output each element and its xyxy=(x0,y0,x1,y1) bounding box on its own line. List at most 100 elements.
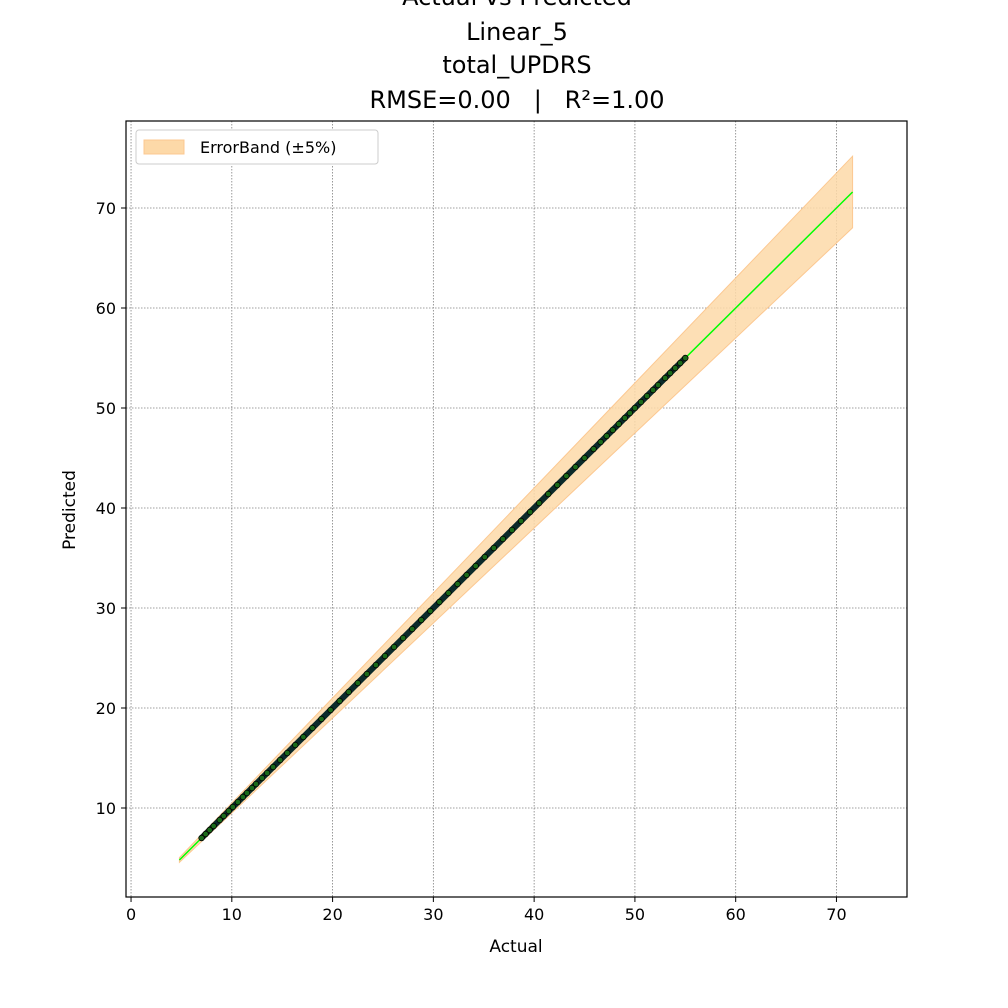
data-point xyxy=(225,807,232,815)
data-point xyxy=(318,715,325,723)
data-point xyxy=(661,374,669,382)
y-axis-label: Predicted xyxy=(60,470,80,550)
data-point xyxy=(276,756,284,764)
data-point xyxy=(408,625,416,633)
data-point xyxy=(269,763,277,771)
data-point xyxy=(258,774,266,782)
data-point xyxy=(535,499,543,507)
data-point xyxy=(481,553,488,561)
data-point xyxy=(572,463,579,471)
data-point xyxy=(666,369,674,377)
data-point xyxy=(372,661,380,669)
legend-swatch-error-band xyxy=(143,139,185,155)
data-point xyxy=(229,803,237,811)
data-point xyxy=(554,481,561,489)
data-point xyxy=(284,749,291,757)
data-point xyxy=(418,616,425,624)
x-tick-label: 70 xyxy=(826,905,846,924)
plot-frame xyxy=(125,120,908,898)
data-point xyxy=(490,544,498,552)
data-point xyxy=(327,706,334,714)
data-point xyxy=(581,454,588,462)
data-point xyxy=(621,414,629,422)
data-point xyxy=(390,643,398,651)
data-point xyxy=(239,793,247,801)
data-point xyxy=(609,426,616,434)
data-point xyxy=(597,438,604,446)
legend-box xyxy=(135,129,379,165)
data-point xyxy=(654,381,662,389)
y-tick-label: 30 xyxy=(96,599,116,618)
y-tick-label: 10 xyxy=(96,799,116,818)
data-point xyxy=(499,535,507,543)
data-point xyxy=(682,354,689,362)
data-point xyxy=(637,398,645,406)
title-line-3: total_UPDRS xyxy=(442,51,591,79)
data-point xyxy=(220,812,227,820)
data-point xyxy=(526,508,534,516)
data-point xyxy=(472,562,479,570)
data-point xyxy=(563,472,570,480)
title-line-1: Actual vs Predicted xyxy=(402,0,632,11)
chart-title: Actual vs Predicted Linear_5 total_UPDRS… xyxy=(369,0,664,114)
plot-area xyxy=(125,120,908,898)
data-point xyxy=(677,359,684,367)
data-point xyxy=(292,741,299,749)
data-point xyxy=(354,679,361,687)
x-tick-label: 50 xyxy=(625,905,645,924)
data-point xyxy=(243,789,251,797)
data-point xyxy=(427,607,434,615)
data-point xyxy=(234,798,242,806)
title-line-2: Linear_5 xyxy=(466,18,568,46)
x-tick-label: 40 xyxy=(524,905,544,924)
data-point xyxy=(463,571,470,579)
data-point xyxy=(399,634,407,642)
x-axis-label: Actual xyxy=(489,937,542,957)
y-tick-label: 40 xyxy=(96,499,116,518)
data-point xyxy=(309,724,316,732)
x-axis-ticks: 0 10 20 30 40 50 60 70 xyxy=(126,897,847,924)
data-point xyxy=(508,526,516,534)
data-point xyxy=(252,780,260,788)
data-points xyxy=(198,354,689,842)
data-point xyxy=(603,432,610,440)
error-band xyxy=(178,154,854,864)
data-point xyxy=(363,670,371,678)
data-point xyxy=(336,697,343,705)
data-point xyxy=(454,580,461,588)
legend-label-error-band: ErrorBand (±5%) xyxy=(200,138,336,157)
x-tick-label: 30 xyxy=(423,905,443,924)
data-point xyxy=(248,784,256,792)
legend: ErrorBand (±5%) xyxy=(135,129,379,165)
data-point xyxy=(202,830,209,838)
data-point xyxy=(590,445,597,453)
data-point xyxy=(643,392,651,400)
data-point xyxy=(300,733,307,741)
data-point xyxy=(631,404,639,412)
data-point xyxy=(210,822,217,830)
title-line-4: RMSE=0.00 | R²=1.00 xyxy=(369,86,664,114)
data-point xyxy=(216,816,223,824)
x-tick-label: 20 xyxy=(322,905,342,924)
y-tick-label: 70 xyxy=(96,199,116,218)
data-point xyxy=(649,386,657,394)
x-tick-label: 10 xyxy=(222,905,242,924)
y-tick-label: 60 xyxy=(96,299,116,318)
data-point xyxy=(436,598,443,606)
data-point xyxy=(263,769,271,777)
data-point xyxy=(615,420,622,428)
x-tick-label: 0 xyxy=(126,905,136,924)
data-point xyxy=(672,364,679,372)
data-point xyxy=(198,834,205,842)
y-tick-label: 50 xyxy=(96,399,116,418)
data-point xyxy=(517,517,525,525)
y-tick-label: 20 xyxy=(96,699,116,718)
data-point xyxy=(626,409,634,417)
data-point xyxy=(206,826,213,834)
data-point xyxy=(445,589,452,597)
data-point xyxy=(545,490,552,498)
x-tick-label: 60 xyxy=(726,905,746,924)
data-point xyxy=(345,688,352,696)
